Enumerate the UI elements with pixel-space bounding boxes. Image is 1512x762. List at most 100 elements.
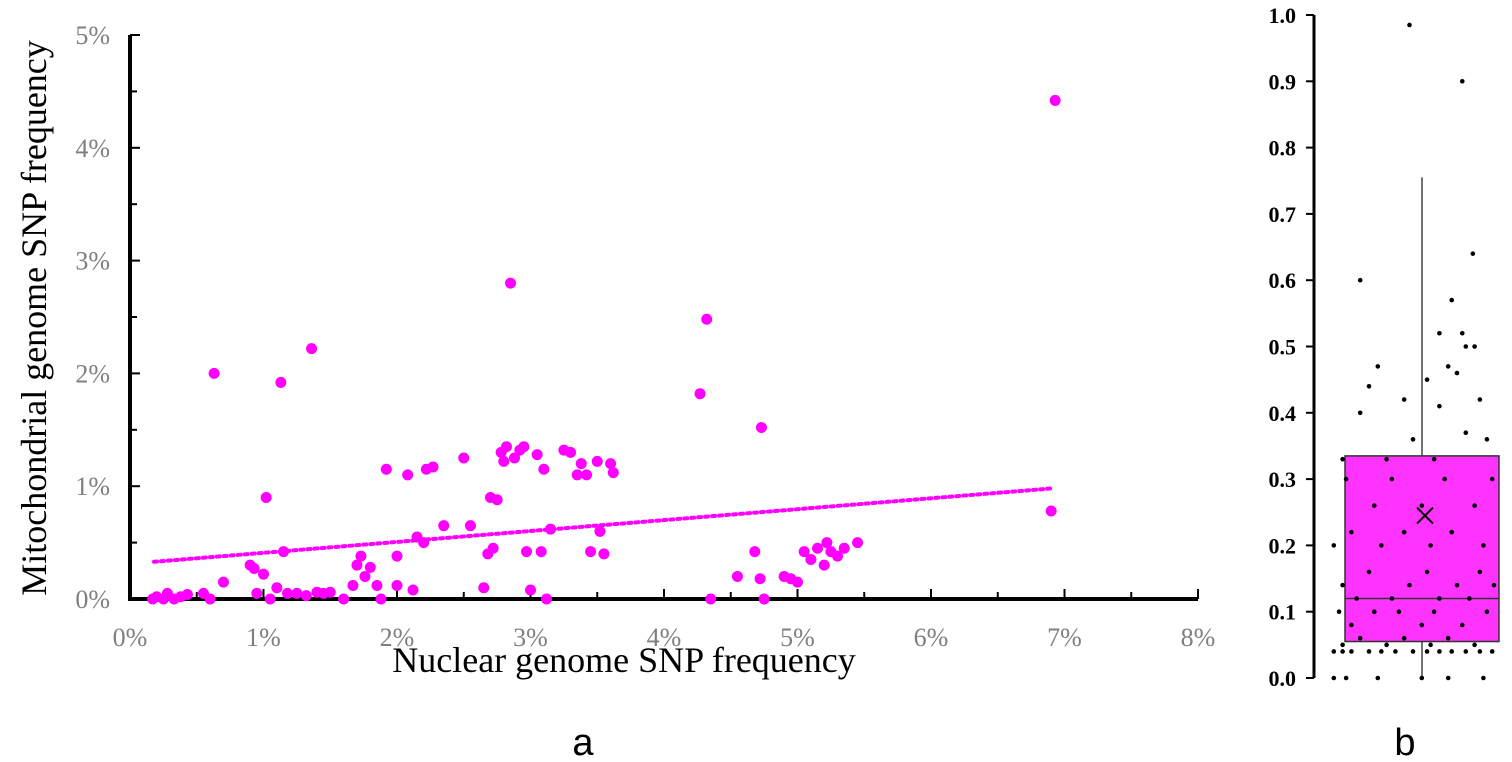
panel-a-data-point (594, 525, 606, 537)
panel-b-data-point (1379, 543, 1384, 548)
panel-a-data-point (754, 573, 766, 585)
panel-b-data-point (1424, 377, 1430, 382)
panel-a-data-point (380, 463, 392, 475)
panel-a-x-tick-label: 0% (113, 623, 148, 652)
panel-b-data-point (1424, 649, 1430, 654)
panel-a-data-point (504, 277, 516, 289)
panel-a-data-point (306, 343, 318, 355)
panel-a-data-point (181, 588, 193, 600)
panel-b-data-point (1428, 642, 1433, 648)
panel-a-data-point (1049, 94, 1061, 106)
panel-b-data-point (1437, 403, 1442, 409)
panel-b-data-point (1431, 609, 1437, 614)
panel-b-data-point (1472, 642, 1477, 648)
panel-b-data-point (1393, 649, 1398, 654)
panel-b-y-tick-label: 0.1 (1269, 600, 1297, 625)
panel-a-data-point (832, 550, 844, 562)
panel-b-data-point (1472, 503, 1477, 508)
panel-b-data-point (1389, 596, 1395, 601)
panel-b-box-plot: 0.0 0.1 0.2 0.3 0.4 0.5 0.6 0.7 0.8 0.9 1.0 b (1269, 3, 1500, 762)
panel-a-data-point (541, 593, 553, 605)
panel-a-data-point (275, 376, 287, 388)
panel-b-data-point (1477, 569, 1483, 575)
panel-a-data-point (758, 593, 770, 605)
panel-a-data-point (438, 520, 450, 532)
panel-a-data-point (821, 537, 833, 549)
panel-a-data-point (500, 441, 512, 453)
panel-b-data-point (1384, 642, 1389, 648)
panel-b-data-point (1489, 476, 1495, 482)
panel-a-x-tick-label: 6% (914, 623, 949, 652)
panel-a-data-point (581, 469, 593, 481)
panel-b-data-point (1340, 642, 1345, 648)
panel-a-x-tick-label: 4% (647, 623, 682, 652)
panel-a-data-point (391, 579, 403, 591)
panel-a-data-point (324, 586, 336, 598)
panel-a-data-point (749, 546, 761, 558)
panel-a-data-point (798, 546, 810, 558)
panel-b-data-point (1477, 649, 1483, 654)
panel-b-y-tick-label: 0.8 (1269, 136, 1297, 161)
panel-b-mean-marker (1416, 506, 1434, 525)
panel-a-data-point (278, 546, 290, 558)
panel-a-data-point (271, 582, 283, 594)
panel-a-data-point (545, 523, 557, 535)
panel-b-y-tick-label: 0.9 (1269, 69, 1297, 94)
panel-b-data-point (1340, 456, 1345, 462)
panel-b-data-point (1354, 596, 1359, 601)
panel-a-scatter-chart: 0% 1% 2% 3% 4% 5% 6% 7% 8% 0% 1% 2% 3% 4% 5% Nuclear … (14, 21, 1215, 762)
panel-b-data-point (1349, 622, 1354, 628)
panel-b-data-point (1401, 635, 1407, 641)
panel-a-data-point (351, 559, 363, 571)
panel-b-data-point (1375, 675, 1381, 681)
panel-a-data-point (531, 449, 543, 461)
panel-a-data-point (535, 546, 547, 558)
panel-a-data-point (359, 570, 371, 582)
panel-b-data-point (1357, 410, 1363, 416)
panel-a-y-tick-label: 3% (75, 247, 110, 276)
panel-b-label: b (1394, 722, 1415, 762)
panel-a-data-point (204, 593, 216, 605)
panel-b-data-point (1470, 251, 1476, 256)
panel-b-data-point (1396, 609, 1402, 614)
panel-a-x-tick-label: 8% (1181, 623, 1216, 652)
panel-b-data-point (1437, 649, 1442, 654)
panel-b-data-point (1437, 596, 1442, 601)
panel-b-data-point (1366, 383, 1372, 389)
panel-a-data-point (520, 546, 532, 558)
panel-a-data-point (291, 587, 303, 599)
panel-a-y-tick-label: 1% (75, 472, 110, 501)
panel-b-data-point (1481, 675, 1486, 681)
panel-b-y-tick-label: 0.3 (1269, 467, 1297, 492)
panel-a-x-tick-label: 2% (380, 623, 415, 652)
panel-a-label: a (572, 722, 594, 762)
panel-b-data-point (1410, 437, 1416, 442)
panel-a-data-point (375, 593, 387, 605)
panel-b-data-point (1445, 364, 1451, 369)
panel-b-data-point (1401, 397, 1407, 402)
panel-b-data-point (1343, 675, 1349, 681)
panel-b-data-point (1419, 503, 1425, 508)
panel-b-data-point (1424, 569, 1430, 575)
panel-b-data-point (1449, 529, 1455, 535)
panel-b-data-point (1410, 649, 1416, 654)
panel-b-data-point (1343, 476, 1349, 482)
panel-b-data-point (1454, 582, 1460, 588)
panel-a-data-point (571, 469, 583, 481)
panel-a-y-axis-title: Mitochondrial genome SNP frequency (14, 40, 54, 596)
panel-a-data-point (585, 546, 597, 558)
panel-b-data-point (1366, 569, 1372, 575)
panel-a-data-point (607, 467, 619, 479)
panel-a-data-point (407, 584, 419, 596)
panel-a-data-point (478, 582, 490, 594)
panel-a-data-point (217, 576, 229, 588)
panel-b-data-point (1419, 622, 1425, 628)
panel-a-data-point (258, 568, 269, 580)
panel-b-data-point (1419, 675, 1425, 681)
panel-a-data-point (282, 587, 294, 599)
panel-a-data-point (1045, 505, 1057, 517)
panel-a-data-point (731, 570, 743, 582)
panel-b-data-point (1340, 582, 1345, 588)
panel-b-data-point (1449, 649, 1455, 654)
